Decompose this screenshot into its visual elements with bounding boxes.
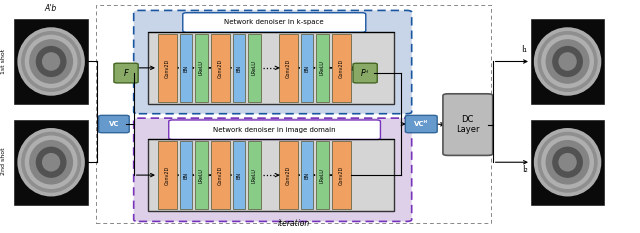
Ellipse shape bbox=[552, 46, 583, 77]
Bar bbox=[279, 141, 298, 209]
FancyBboxPatch shape bbox=[353, 63, 377, 83]
Bar bbox=[332, 34, 351, 102]
Ellipse shape bbox=[17, 27, 85, 96]
Text: Conv2D: Conv2D bbox=[286, 166, 291, 185]
FancyBboxPatch shape bbox=[134, 10, 412, 114]
Text: Conv2D: Conv2D bbox=[339, 58, 344, 78]
Ellipse shape bbox=[541, 35, 594, 88]
Bar bbox=[316, 34, 329, 102]
Text: F: F bbox=[124, 69, 129, 78]
Bar bbox=[531, 19, 604, 104]
Ellipse shape bbox=[552, 147, 583, 178]
Bar bbox=[279, 34, 298, 102]
Bar bbox=[332, 141, 351, 209]
Ellipse shape bbox=[538, 31, 598, 92]
Text: LReLU: LReLU bbox=[320, 168, 325, 183]
Ellipse shape bbox=[545, 39, 589, 84]
Ellipse shape bbox=[42, 52, 60, 71]
Bar bbox=[195, 141, 207, 209]
Text: BN: BN bbox=[236, 172, 241, 179]
FancyBboxPatch shape bbox=[405, 115, 437, 133]
FancyBboxPatch shape bbox=[114, 63, 138, 83]
Bar bbox=[301, 34, 314, 102]
FancyBboxPatch shape bbox=[99, 115, 129, 133]
Ellipse shape bbox=[42, 153, 60, 171]
Ellipse shape bbox=[29, 140, 73, 185]
Text: BN: BN bbox=[236, 64, 241, 72]
Text: VC: VC bbox=[109, 121, 119, 127]
Bar bbox=[15, 120, 88, 205]
Ellipse shape bbox=[36, 46, 67, 77]
Text: BN: BN bbox=[305, 64, 310, 72]
Text: Conv2D: Conv2D bbox=[218, 58, 223, 78]
Text: LReLU: LReLU bbox=[199, 61, 204, 75]
Text: Fᴴ: Fᴴ bbox=[361, 69, 369, 78]
Text: BN: BN bbox=[184, 64, 188, 72]
Text: Conv2D: Conv2D bbox=[218, 166, 223, 185]
Text: 2nd shot: 2nd shot bbox=[1, 148, 6, 175]
Text: BN: BN bbox=[305, 172, 310, 179]
Ellipse shape bbox=[36, 147, 67, 178]
Ellipse shape bbox=[17, 128, 85, 196]
Bar bbox=[248, 141, 260, 209]
Ellipse shape bbox=[559, 52, 577, 71]
Text: LReLU: LReLU bbox=[252, 61, 257, 75]
Bar bbox=[158, 34, 177, 102]
Bar bbox=[148, 32, 394, 104]
FancyBboxPatch shape bbox=[134, 118, 412, 221]
Ellipse shape bbox=[534, 27, 602, 96]
Bar bbox=[301, 141, 314, 209]
Text: iteration: iteration bbox=[278, 219, 310, 228]
Bar bbox=[248, 34, 260, 102]
Text: I₂: I₂ bbox=[522, 165, 527, 174]
Bar bbox=[195, 34, 207, 102]
Bar bbox=[180, 141, 193, 209]
Text: Conv2D: Conv2D bbox=[339, 166, 344, 185]
Ellipse shape bbox=[21, 132, 81, 193]
Text: 1st shot: 1st shot bbox=[1, 48, 6, 74]
FancyBboxPatch shape bbox=[183, 13, 366, 32]
Text: LReLU: LReLU bbox=[320, 61, 325, 75]
Bar bbox=[232, 34, 245, 102]
Ellipse shape bbox=[534, 128, 602, 196]
Bar bbox=[148, 139, 394, 211]
Ellipse shape bbox=[25, 135, 77, 189]
Bar bbox=[96, 5, 492, 223]
Ellipse shape bbox=[541, 135, 594, 189]
Bar bbox=[211, 34, 230, 102]
Ellipse shape bbox=[559, 153, 577, 171]
Bar bbox=[211, 141, 230, 209]
FancyBboxPatch shape bbox=[169, 120, 380, 139]
Text: VCᴴ: VCᴴ bbox=[414, 121, 428, 127]
Bar bbox=[180, 34, 193, 102]
Text: A'b: A'b bbox=[45, 4, 57, 13]
Text: I₁: I₁ bbox=[522, 45, 527, 54]
Text: LReLU: LReLU bbox=[252, 168, 257, 183]
Text: LReLU: LReLU bbox=[199, 168, 204, 183]
Text: DC
Layer: DC Layer bbox=[456, 115, 479, 134]
Bar bbox=[232, 141, 245, 209]
FancyBboxPatch shape bbox=[443, 94, 493, 155]
Text: Network denoiser in k-space: Network denoiser in k-space bbox=[225, 20, 324, 25]
Bar bbox=[316, 141, 329, 209]
Ellipse shape bbox=[545, 140, 589, 185]
Ellipse shape bbox=[29, 39, 73, 84]
Text: Conv2D: Conv2D bbox=[165, 58, 170, 78]
Bar bbox=[531, 120, 604, 205]
Ellipse shape bbox=[21, 31, 81, 92]
Text: Conv2D: Conv2D bbox=[286, 58, 291, 78]
Ellipse shape bbox=[25, 35, 77, 88]
Text: BN: BN bbox=[184, 172, 188, 179]
Bar bbox=[158, 141, 177, 209]
Ellipse shape bbox=[538, 132, 598, 193]
Text: Conv2D: Conv2D bbox=[165, 166, 170, 185]
Bar bbox=[15, 19, 88, 104]
Text: Network denoiser in image domain: Network denoiser in image domain bbox=[213, 127, 336, 133]
